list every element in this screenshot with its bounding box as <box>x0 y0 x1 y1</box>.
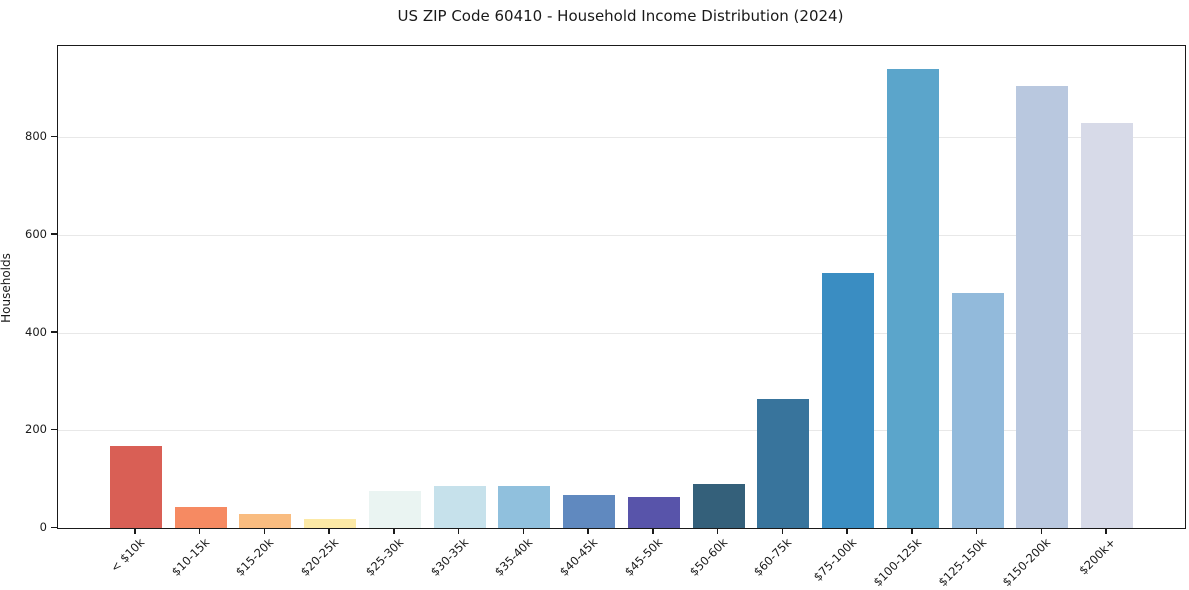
x-tick-mark-10 <box>781 528 784 534</box>
x-tick-mark-13 <box>975 528 978 534</box>
y-tick-label-400: 400 <box>25 324 47 339</box>
y-tick-mark-200 <box>51 428 57 431</box>
x-tick-label-0: < $10k <box>107 535 148 575</box>
bar-$60-75k <box>757 398 810 528</box>
y-tick-label-600: 600 <box>25 226 47 241</box>
y-axis-label: Households <box>0 253 13 323</box>
x-tick-mark-1 <box>198 528 201 534</box>
x-tick-mark-14 <box>1040 528 1043 534</box>
x-tick-mark-8 <box>652 528 654 534</box>
chart-title: US ZIP Code 60410 - Household Income Dis… <box>397 7 844 25</box>
gridline-y-200 <box>58 430 1185 432</box>
bar-$45-50k <box>627 496 680 528</box>
x-tick-mark-15 <box>1105 528 1107 534</box>
gridline-y-800 <box>58 137 1185 139</box>
x-tick-mark-2 <box>263 528 266 534</box>
y-tick-label-200: 200 <box>25 422 47 437</box>
bar-$30-35k <box>433 485 486 528</box>
bar-$125-150k <box>951 292 1004 528</box>
y-tick-mark-800 <box>51 135 57 138</box>
plot-area <box>57 45 1186 529</box>
gridline-y-400 <box>58 332 1185 334</box>
x-tick-mark-7 <box>587 528 589 534</box>
x-tick-mark-9 <box>716 528 719 534</box>
x-tick-mark-11 <box>846 528 848 534</box>
bar-$25-30k <box>368 490 421 528</box>
bar-$20-25k <box>304 518 357 528</box>
bar-$75-100k <box>822 272 875 528</box>
x-tick-mark-12 <box>911 528 913 534</box>
x-tick-mark-3 <box>328 528 330 534</box>
y-tick-mark-600 <box>51 233 57 235</box>
x-tick-mark-6 <box>522 528 525 534</box>
bar-< $10k <box>110 445 162 528</box>
x-tick-mark-5 <box>457 528 460 534</box>
bar-$35-40k <box>498 485 551 528</box>
bar-$100-125k <box>886 68 939 528</box>
bar-$40-45k <box>563 494 616 528</box>
gridline-y-600 <box>58 234 1185 236</box>
bar-$200k+ <box>1081 122 1133 528</box>
x-tick-mark-0 <box>134 528 136 534</box>
bar-$150-200k <box>1016 86 1069 528</box>
bar-$15-20k <box>239 513 292 528</box>
y-tick-mark-0 <box>51 526 57 528</box>
x-tick-mark-4 <box>393 528 395 534</box>
y-tick-label-0: 0 <box>39 520 47 534</box>
bar-$50-60k <box>692 484 745 528</box>
y-tick-mark-400 <box>51 331 57 333</box>
y-tick-label-800: 800 <box>25 129 47 144</box>
bar-$10-15k <box>174 507 227 528</box>
